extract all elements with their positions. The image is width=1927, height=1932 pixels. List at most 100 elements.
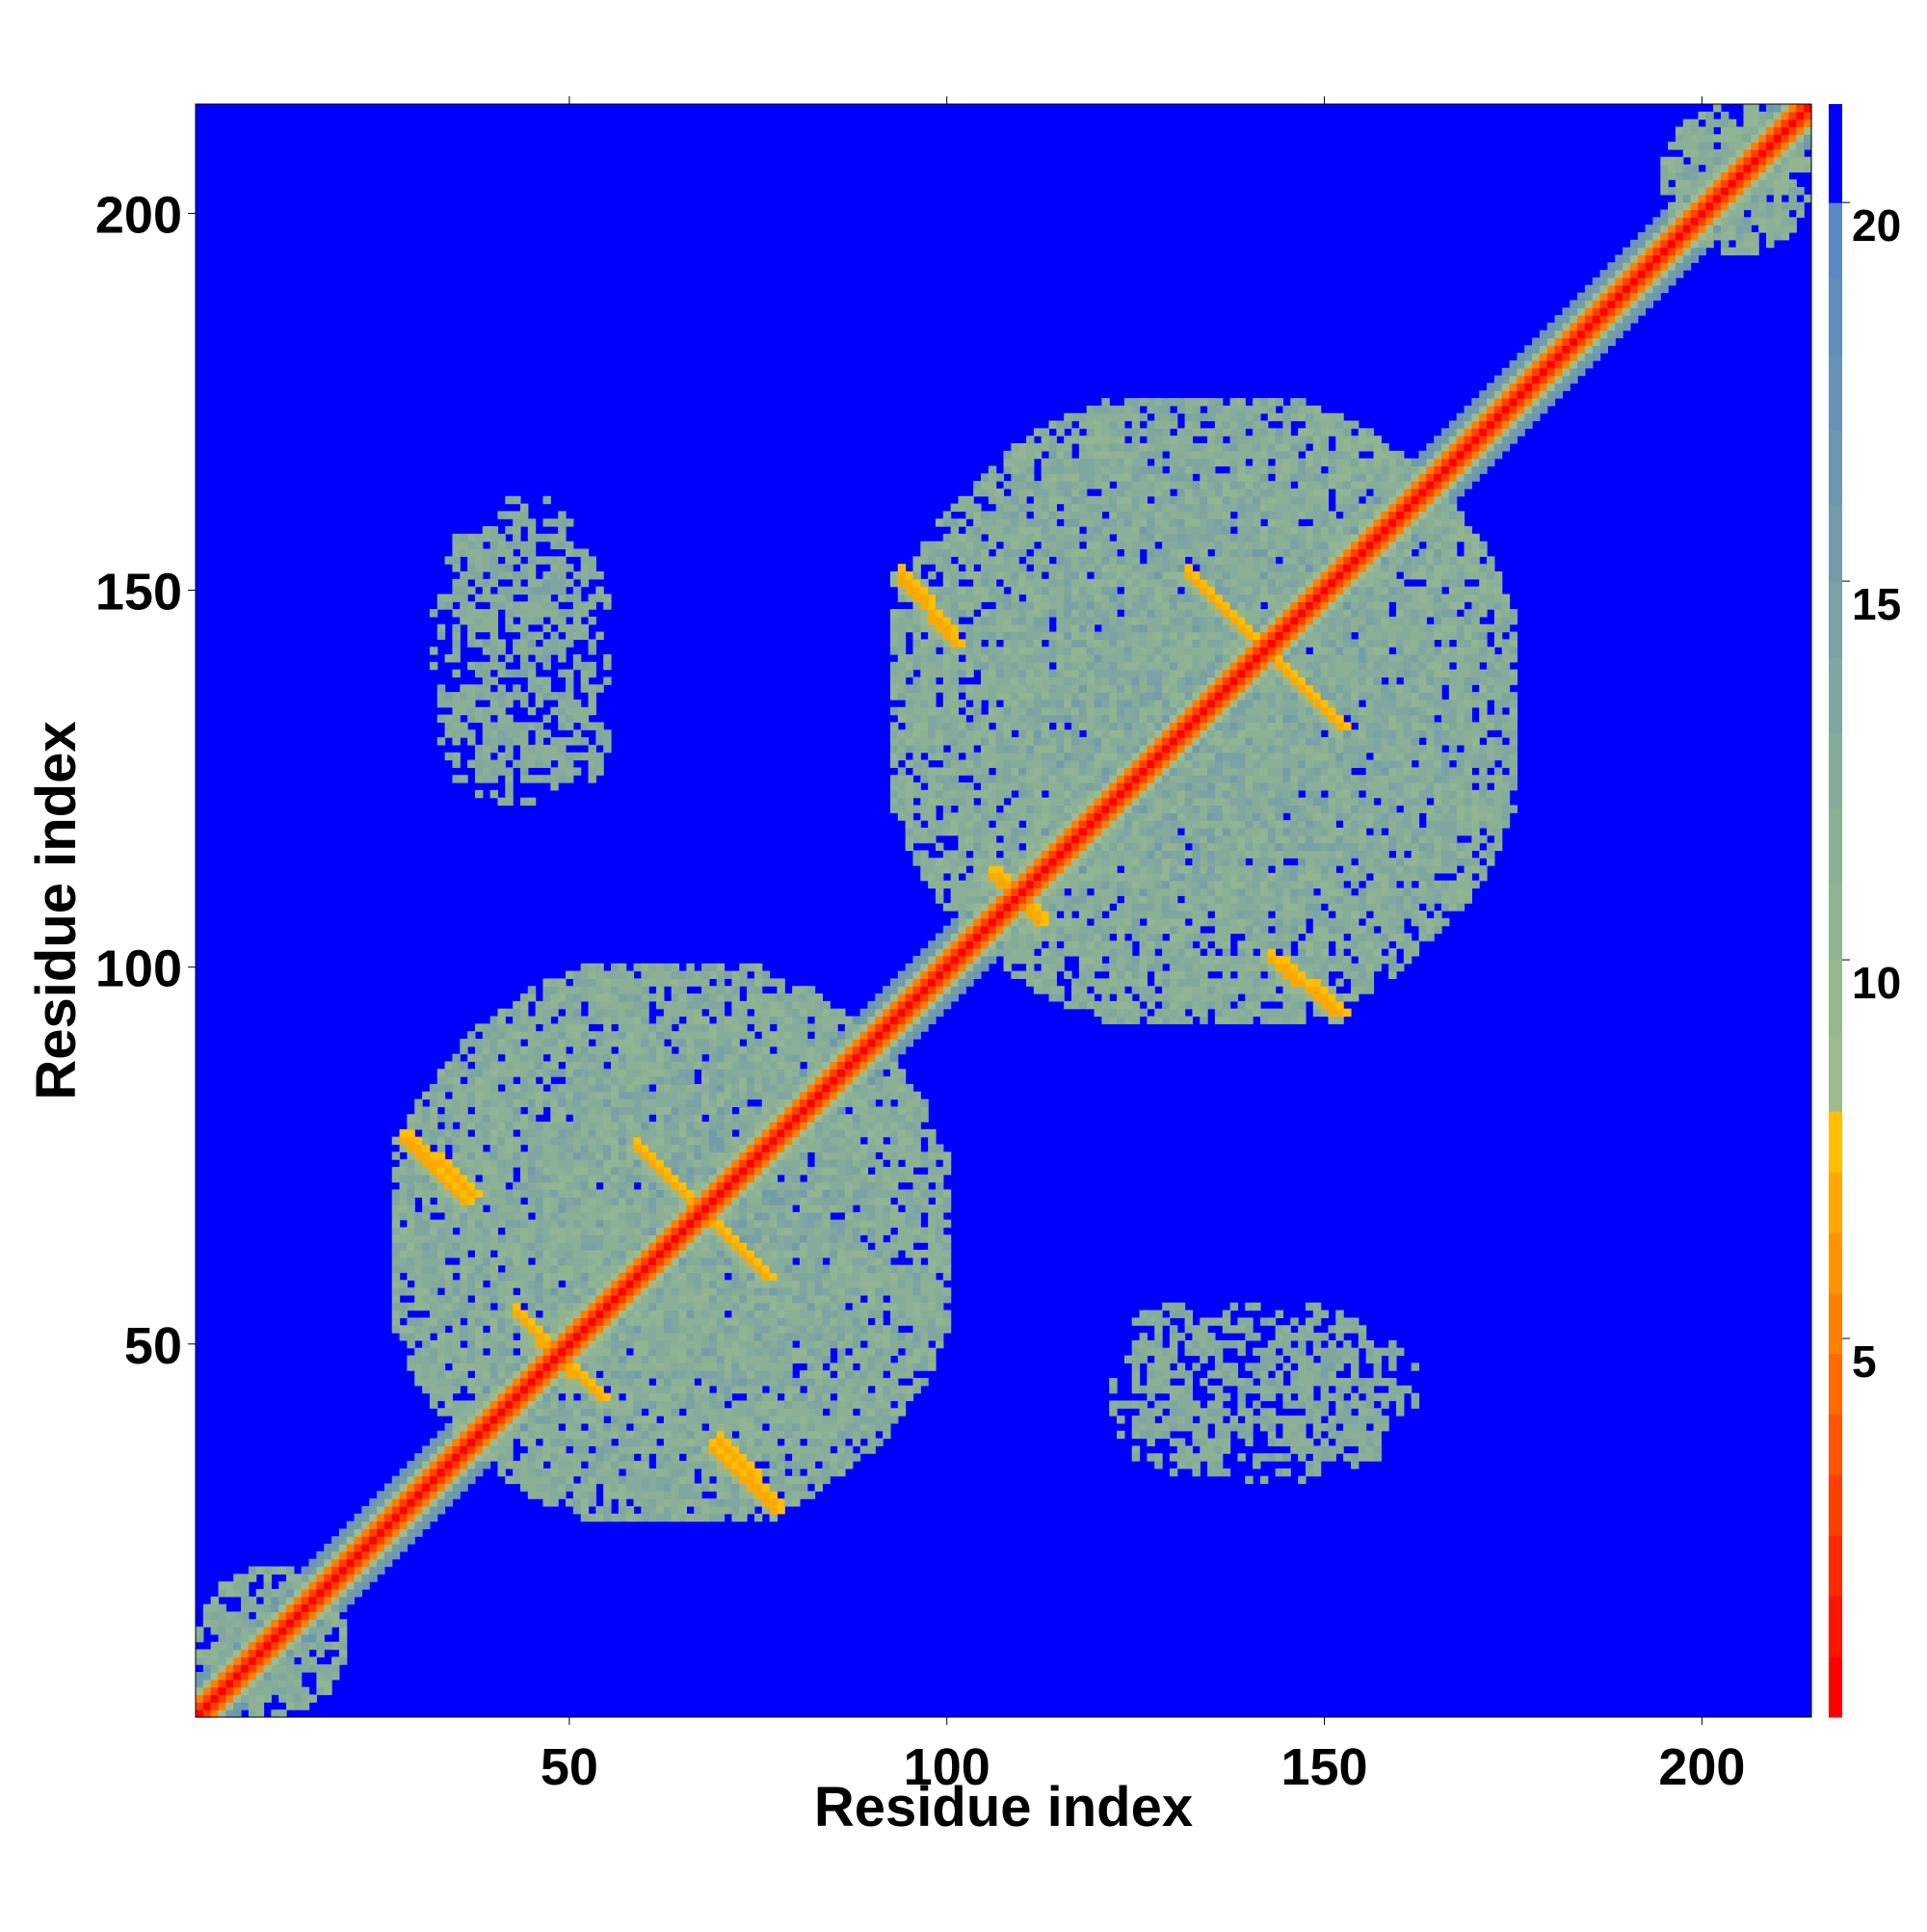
heatmap-cell	[399, 1136, 415, 1146]
heatmap-cell	[565, 1136, 574, 1146]
heatmap-cell	[595, 1122, 604, 1130]
heatmap-cell	[920, 1159, 929, 1168]
heatmap-cell	[837, 1227, 846, 1235]
heatmap-cell	[535, 1287, 544, 1296]
heatmap-cell	[852, 1242, 869, 1251]
heatmap-cell	[671, 993, 680, 1002]
heatmap-cell	[414, 1333, 431, 1341]
heatmap-cell	[580, 1416, 596, 1424]
heatmap-cell	[1222, 1377, 1239, 1387]
heatmap-cell	[724, 1144, 732, 1152]
heatmap-cell	[867, 1045, 876, 1055]
heatmap-cell	[830, 1242, 838, 1251]
heatmap-cell	[1237, 940, 1254, 949]
heatmap-cell	[558, 1211, 582, 1221]
heatmap-cell	[1139, 1333, 1148, 1341]
heatmap-cell	[467, 1468, 476, 1477]
heatmap-cell	[792, 1347, 808, 1357]
heatmap-cell	[648, 1287, 657, 1296]
heatmap-cell	[338, 1656, 348, 1665]
heatmap-cell	[1305, 978, 1322, 987]
heatmap-cell	[920, 1106, 929, 1115]
heatmap-cell	[595, 1242, 604, 1251]
heatmap-cell	[1192, 933, 1201, 941]
heatmap-cell	[844, 1045, 854, 1055]
heatmap-cell	[867, 1211, 876, 1221]
heatmap-cell	[814, 1181, 831, 1191]
heatmap-cell	[708, 1302, 726, 1311]
heatmap-cell	[1154, 1016, 1163, 1024]
heatmap-cell	[980, 903, 990, 912]
heatmap-cell	[301, 1611, 310, 1620]
heatmap-cell	[928, 1151, 937, 1160]
heatmap-cell	[958, 925, 966, 935]
heatmap-cell	[859, 1016, 869, 1024]
heatmap-cell	[1298, 925, 1307, 935]
heatmap-cell	[1343, 993, 1359, 1002]
heatmap-cell	[883, 1302, 899, 1311]
heatmap-cell	[1320, 1355, 1344, 1363]
heatmap-cell	[769, 1151, 779, 1160]
heatmap-cell	[641, 1400, 649, 1409]
heatmap-cell	[565, 993, 574, 1002]
heatmap-cell	[1245, 970, 1261, 979]
heatmap-cell	[716, 1377, 726, 1387]
heatmap-cell	[656, 1483, 665, 1492]
heatmap-cell	[920, 1023, 929, 1032]
heatmap-cell	[527, 1333, 537, 1341]
heatmap-cell	[580, 1392, 590, 1402]
heatmap-cell	[603, 1287, 612, 1296]
heatmap-cell	[572, 1483, 596, 1492]
heatmap-cell	[391, 1310, 401, 1319]
heatmap-cell	[1162, 1000, 1171, 1010]
heatmap-cell	[414, 1242, 423, 1251]
heatmap-cell	[806, 1287, 816, 1296]
heatmap-cell	[912, 1016, 921, 1024]
heatmap-cell	[830, 1174, 838, 1183]
heatmap-cell	[595, 1385, 604, 1394]
heatmap-cell	[588, 1000, 596, 1010]
heatmap-cell	[875, 1422, 884, 1432]
heatmap-cell	[618, 1377, 627, 1387]
heatmap-cell	[1011, 948, 1035, 957]
heatmap-cell	[837, 1045, 846, 1055]
heatmap-cell	[935, 1302, 944, 1311]
heatmap-cell	[671, 1069, 680, 1077]
heatmap-cell	[278, 1619, 287, 1628]
heatmap-cell	[603, 1122, 620, 1130]
heatmap-cell	[633, 1422, 642, 1432]
heatmap-cell	[595, 1174, 604, 1183]
heatmap-cell	[429, 1392, 446, 1402]
heatmap-cell	[407, 1250, 423, 1258]
heatmap-cell	[505, 1461, 514, 1469]
heatmap-cell	[391, 1227, 401, 1235]
heatmap-cell	[1214, 1416, 1224, 1424]
heatmap-cell	[558, 1347, 567, 1357]
heatmap-cell	[595, 1204, 604, 1213]
heatmap-cell	[761, 1234, 771, 1243]
heatmap-cell	[731, 1339, 740, 1349]
heatmap-cell	[671, 1242, 680, 1251]
heatmap-cell	[482, 1091, 499, 1100]
heatmap-cell	[1388, 933, 1405, 941]
heatmap-cell	[1267, 1377, 1277, 1387]
heatmap-cell	[784, 1031, 793, 1040]
heatmap-cell	[928, 1234, 937, 1243]
heatmap-cell	[1350, 1355, 1359, 1363]
heatmap-cell	[830, 1468, 838, 1477]
heatmap-cell	[1350, 1363, 1359, 1371]
heatmap-cell	[1298, 1363, 1307, 1371]
heatmap-cell	[535, 1098, 544, 1107]
heatmap-cell	[436, 1505, 446, 1515]
heatmap-cell	[694, 1083, 702, 1093]
heatmap-cell	[505, 1445, 514, 1454]
heatmap-cell	[1109, 1016, 1118, 1024]
heatmap-cell	[558, 1144, 567, 1152]
heatmap-cell	[519, 1377, 529, 1387]
heatmap-cell	[369, 1536, 378, 1545]
heatmap-cell	[1253, 1461, 1261, 1469]
heatmap-cell	[588, 1091, 596, 1100]
heatmap-cell	[678, 1483, 695, 1492]
heatmap-cell	[883, 1031, 891, 1040]
heatmap-cell	[611, 1016, 620, 1024]
